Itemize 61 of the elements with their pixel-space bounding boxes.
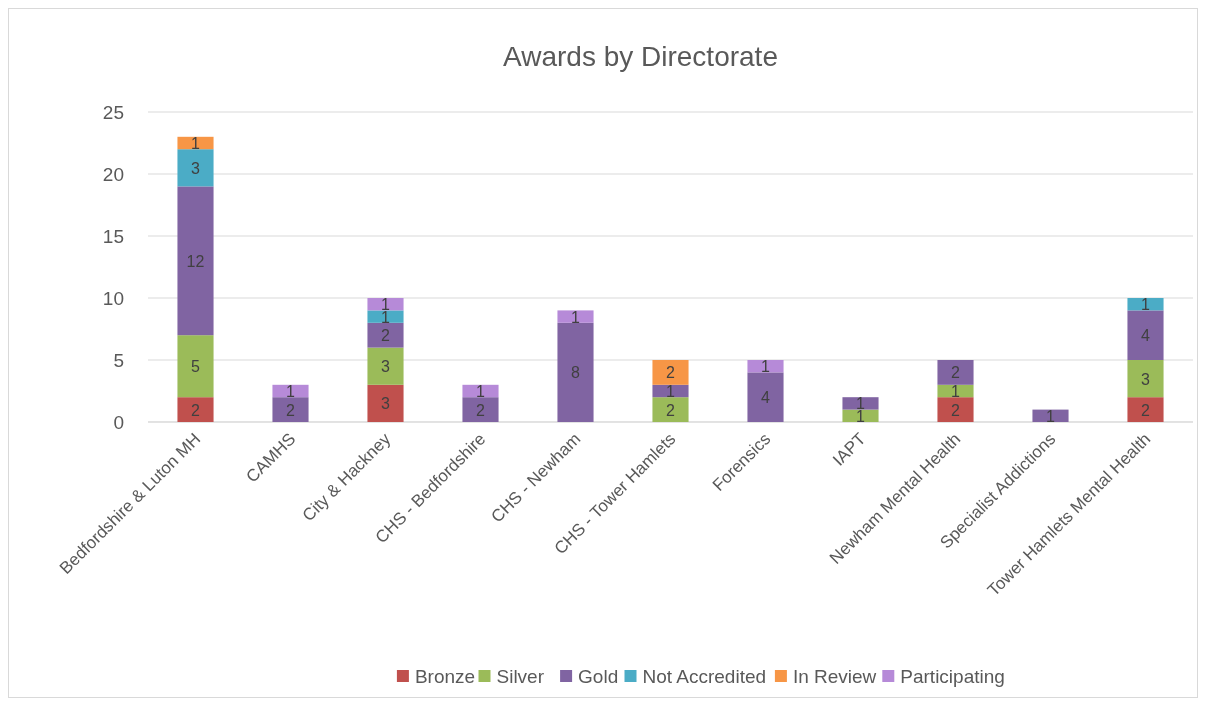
data-label: 1	[951, 383, 961, 400]
data-label: 2	[476, 401, 486, 419]
data-label: 5	[191, 358, 201, 376]
data-label: 4	[761, 389, 771, 407]
data-label: 1	[191, 135, 201, 152]
y-tick-label: 10	[102, 288, 124, 309]
chart-title: Awards by Directorate	[503, 41, 778, 72]
bar	[1127, 310, 1164, 360]
data-label: 2	[951, 401, 961, 419]
data-label: 3	[381, 395, 391, 413]
y-tick-label: 15	[102, 226, 124, 247]
data-label: 4	[1141, 327, 1151, 345]
data-label: 8	[571, 364, 581, 382]
data-label: 1	[1046, 407, 1056, 425]
data-label: 2	[951, 364, 961, 382]
bar	[367, 347, 404, 385]
data-label: 1	[476, 383, 486, 400]
data-label: 3	[381, 358, 391, 376]
bar	[462, 397, 499, 422]
bar	[652, 397, 689, 422]
bar	[557, 310, 594, 323]
data-label: 2	[286, 401, 296, 419]
legend-label: In Review	[792, 666, 877, 687]
bar	[367, 322, 404, 348]
bar	[842, 397, 879, 410]
legend-label: Gold	[578, 666, 619, 687]
data-label: 2	[191, 401, 201, 419]
data-label: 3	[1141, 370, 1151, 388]
legend-label: Silver	[496, 666, 545, 687]
y-tick-label: 0	[113, 412, 124, 433]
legend-label: Not Accredited	[642, 666, 767, 687]
data-label: 1	[286, 383, 296, 400]
data-label: 2	[1141, 401, 1151, 419]
y-tick-label: 5	[113, 350, 124, 371]
data-label: 2	[666, 364, 676, 382]
data-label: 1	[761, 358, 771, 376]
data-label: 3	[191, 159, 201, 177]
legend-label: Participating	[900, 666, 1005, 687]
bar	[652, 360, 689, 385]
legend-label: Bronze	[414, 666, 476, 687]
bar	[557, 322, 594, 422]
bar	[177, 186, 214, 336]
bar	[177, 397, 214, 422]
bar	[1127, 360, 1164, 398]
bar	[1127, 397, 1164, 422]
data-label: 2	[666, 401, 676, 419]
bar	[177, 335, 214, 398]
bar	[367, 384, 404, 422]
data-label: 1	[1141, 296, 1151, 314]
y-tick-label: 25	[102, 102, 124, 123]
data-label: 1	[571, 308, 581, 326]
bar	[937, 360, 974, 385]
data-label: 12	[186, 252, 205, 270]
bar	[272, 397, 309, 422]
data-label: 1	[666, 383, 676, 400]
data-label: 2	[381, 327, 391, 345]
bar	[937, 397, 974, 422]
bar	[177, 149, 214, 187]
y-tick-label: 20	[102, 164, 124, 185]
bar	[367, 310, 404, 323]
bar	[747, 372, 784, 422]
